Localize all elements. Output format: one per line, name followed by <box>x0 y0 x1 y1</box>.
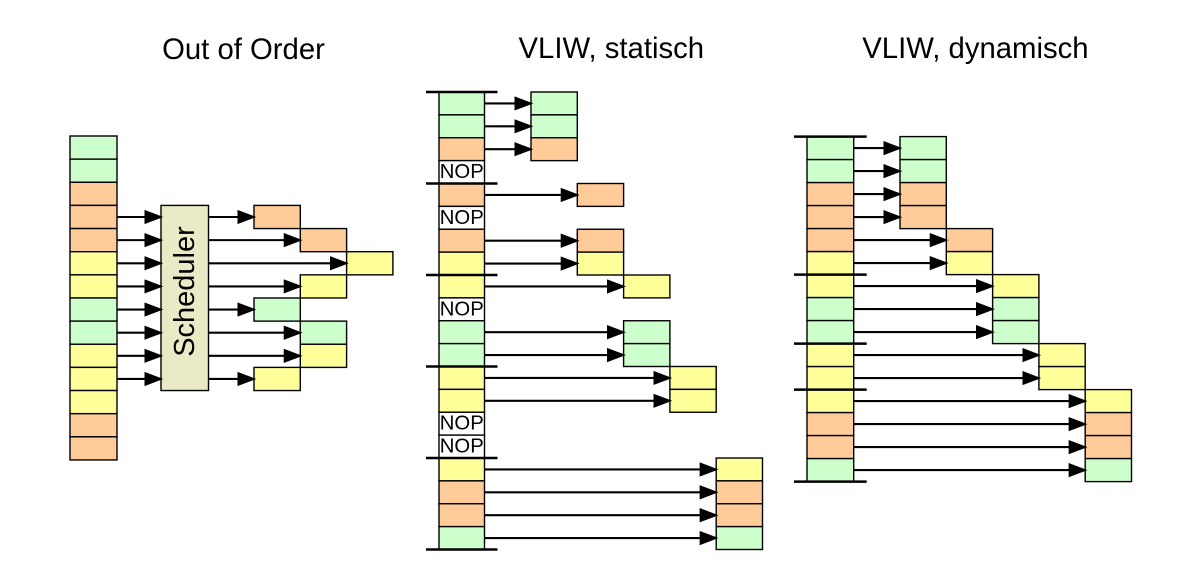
svg-text:NOP: NOP <box>440 436 484 458</box>
svg-text:VLIW, statisch: VLIW, statisch <box>518 32 704 65</box>
svg-text:Out of Order: Out of Order <box>162 33 325 66</box>
svg-text:NOP: NOP <box>440 413 484 435</box>
svg-text:NOP: NOP <box>440 207 484 229</box>
svg-text:VLIW, dynamisch: VLIW, dynamisch <box>862 32 1088 65</box>
svg-text:NOP: NOP <box>440 161 484 183</box>
svg-text:Scheduler: Scheduler <box>169 226 201 357</box>
svg-text:NOP: NOP <box>440 298 484 320</box>
